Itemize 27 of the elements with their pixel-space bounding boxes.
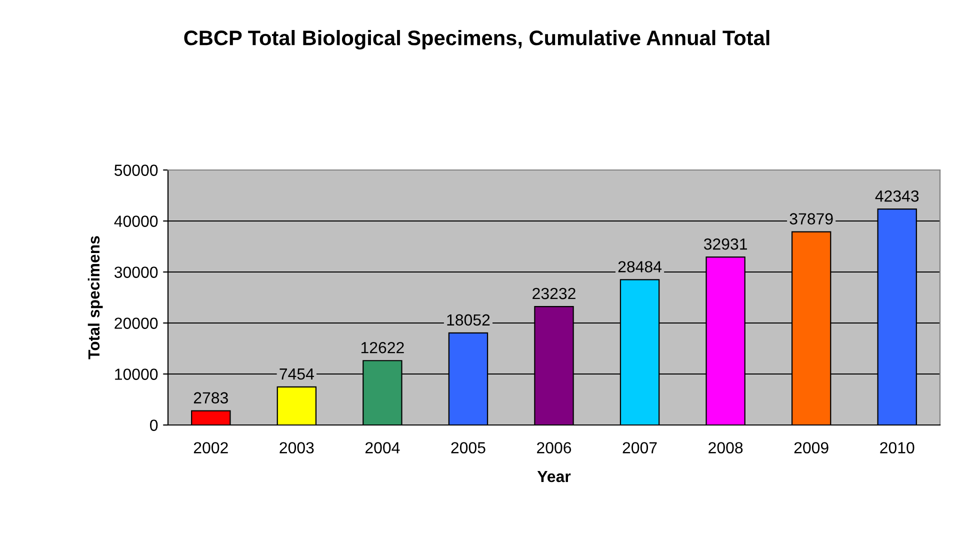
y-tick-label: 50000: [114, 164, 158, 176]
data-label: 7454: [280, 368, 314, 380]
data-label: 42343: [875, 190, 919, 202]
y-tick-label: 10000: [115, 368, 158, 380]
x-tick-label: 2009: [794, 442, 828, 454]
x-tick-label: 2003: [280, 442, 314, 454]
data-label: 23232: [532, 288, 576, 300]
y-tick-label: 0: [150, 420, 158, 431]
data-label: 28484: [618, 261, 662, 272]
y-axis-title: Total specimens: [88, 236, 103, 360]
y-tick-label: 40000: [114, 216, 158, 227]
data-label: 2783: [194, 392, 228, 404]
x-tick-label: 2002: [194, 442, 228, 454]
x-tick-label: 2004: [365, 442, 400, 454]
y-tick-label: 30000: [114, 266, 158, 278]
x-tick-label: 2006: [537, 442, 572, 454]
x-tick-label: 2008: [708, 442, 743, 454]
data-label: 37879: [790, 213, 833, 224]
data-label: 32931: [704, 238, 747, 250]
x-tick-label: 2010: [880, 442, 914, 454]
x-tick-label: 2005: [451, 442, 486, 454]
x-axis-title: Year: [537, 471, 571, 482]
chart-title: CBCP Total Biological Specimens, Cumulative Annual Total: [184, 30, 770, 50]
x-tick-label: 2007: [622, 442, 657, 454]
data-label: 12622: [361, 342, 404, 354]
data-label: 18052: [447, 314, 490, 326]
y-tick-label: 20000: [114, 318, 158, 329]
